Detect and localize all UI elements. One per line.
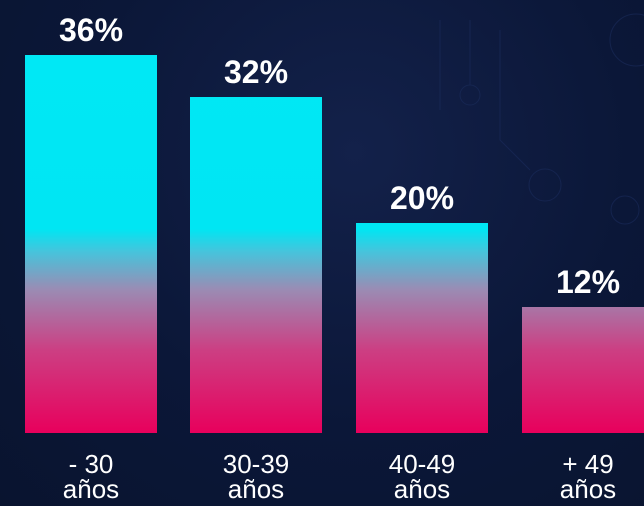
category-label-2: 30-39 años xyxy=(223,449,290,504)
decor-circle xyxy=(609,13,644,67)
bar-1 xyxy=(25,55,157,433)
value-label-1: 36% xyxy=(59,12,123,48)
bars-group xyxy=(25,55,644,433)
decor-circle xyxy=(610,195,640,225)
category-label-4: + 49 años xyxy=(560,449,616,504)
decor-lines xyxy=(439,20,531,171)
value-labels-group: 36% 32% 20% 12% xyxy=(59,12,620,300)
value-label-2: 32% xyxy=(224,54,288,90)
value-label-3: 20% xyxy=(390,180,454,216)
bar-2 xyxy=(190,97,322,433)
bar-4 xyxy=(522,307,644,433)
category-labels-group: - 30 años 30-39 años 40-49 años + 49 años xyxy=(63,449,616,504)
category-label-1: - 30 años xyxy=(63,449,119,504)
category-label-3: 40-49 años xyxy=(389,449,456,504)
value-label-4: 12% xyxy=(556,264,620,300)
decor-circle xyxy=(528,168,562,202)
bar-3 xyxy=(356,223,488,433)
